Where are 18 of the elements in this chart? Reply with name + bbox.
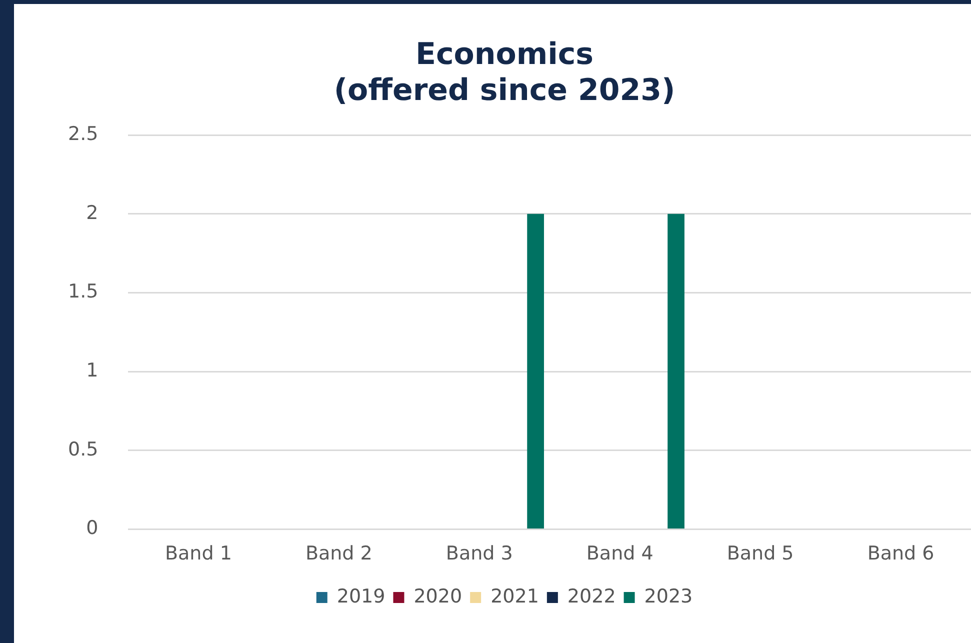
x-tick-label: Band 1 [164,542,232,565]
legend-label: 2019 [336,585,386,608]
x-tick-label: Band 4 [586,542,654,565]
legend-label: 2020 [414,585,462,608]
legend-label: 2021 [490,585,539,608]
y-tick-label: 1.5 [68,280,98,303]
y-tick-label: 0 [86,517,98,540]
x-tick-label: Band 5 [726,542,794,565]
y-tick-label: 2 [86,202,98,224]
x-tick-label: Band 6 [867,542,934,565]
chart-title: Economics (offered since 2023) [334,36,676,108]
y-tick-label: 2.5 [68,122,98,145]
legend-label: 2022 [567,585,616,608]
legend-label: 2023 [644,585,693,608]
y-tick-label: 1 [86,359,98,382]
x-tick-label: Band 2 [305,542,372,565]
y-tick-label: 0.5 [68,438,98,460]
x-tick-label: Band 3 [446,542,513,565]
